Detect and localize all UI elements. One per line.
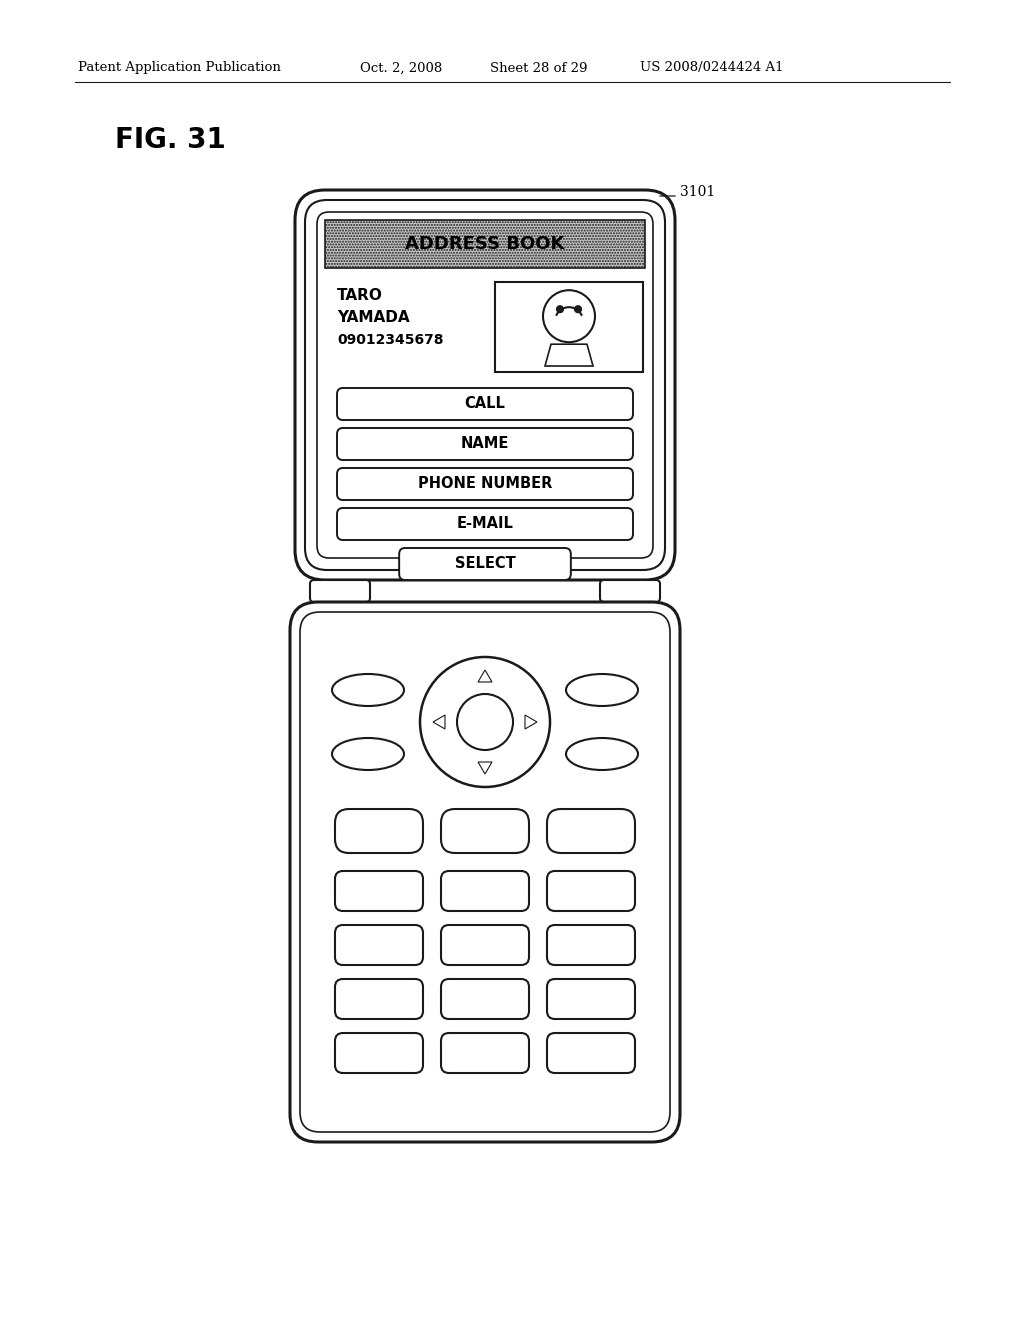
FancyBboxPatch shape — [325, 220, 645, 268]
Text: Sheet 28 of 29: Sheet 28 of 29 — [490, 62, 588, 74]
Text: US 2008/0244424 A1: US 2008/0244424 A1 — [640, 62, 783, 74]
Polygon shape — [545, 345, 593, 366]
Ellipse shape — [566, 675, 638, 706]
Text: TARO: TARO — [337, 289, 383, 304]
FancyBboxPatch shape — [441, 871, 529, 911]
FancyBboxPatch shape — [305, 201, 665, 570]
FancyBboxPatch shape — [547, 925, 635, 965]
FancyBboxPatch shape — [547, 979, 635, 1019]
Ellipse shape — [332, 738, 404, 770]
Text: CALL: CALL — [465, 396, 506, 412]
Polygon shape — [478, 762, 492, 774]
Circle shape — [574, 306, 582, 313]
FancyBboxPatch shape — [399, 548, 570, 579]
Text: YAMADA: YAMADA — [337, 310, 410, 326]
Ellipse shape — [566, 738, 638, 770]
Text: FIG. 31: FIG. 31 — [115, 125, 225, 154]
FancyBboxPatch shape — [300, 612, 670, 1133]
FancyBboxPatch shape — [317, 213, 653, 558]
FancyBboxPatch shape — [295, 190, 675, 579]
Text: NAME: NAME — [461, 437, 509, 451]
FancyBboxPatch shape — [337, 388, 633, 420]
FancyBboxPatch shape — [441, 809, 529, 853]
FancyBboxPatch shape — [337, 428, 633, 459]
FancyBboxPatch shape — [441, 1034, 529, 1073]
FancyBboxPatch shape — [547, 809, 635, 853]
Text: ADDRESS BOOK: ADDRESS BOOK — [406, 235, 564, 253]
Text: 09012345678: 09012345678 — [337, 333, 443, 347]
FancyBboxPatch shape — [441, 925, 529, 965]
FancyBboxPatch shape — [547, 1034, 635, 1073]
FancyBboxPatch shape — [335, 979, 423, 1019]
FancyBboxPatch shape — [441, 979, 529, 1019]
Circle shape — [457, 694, 513, 750]
FancyBboxPatch shape — [335, 1034, 423, 1073]
FancyBboxPatch shape — [335, 809, 423, 853]
FancyBboxPatch shape — [337, 508, 633, 540]
FancyBboxPatch shape — [337, 469, 633, 500]
FancyBboxPatch shape — [335, 925, 423, 965]
Circle shape — [543, 290, 595, 342]
Circle shape — [556, 306, 563, 313]
Text: PHONE NUMBER: PHONE NUMBER — [418, 477, 552, 491]
FancyBboxPatch shape — [547, 871, 635, 911]
Text: 3101: 3101 — [680, 185, 715, 199]
FancyBboxPatch shape — [290, 602, 680, 1142]
Bar — [495, 282, 643, 372]
Text: Patent Application Publication: Patent Application Publication — [78, 62, 281, 74]
Text: Oct. 2, 2008: Oct. 2, 2008 — [360, 62, 442, 74]
Text: E-MAIL: E-MAIL — [457, 516, 513, 532]
Text: SELECT: SELECT — [455, 557, 515, 572]
FancyBboxPatch shape — [335, 871, 423, 911]
Ellipse shape — [332, 675, 404, 706]
FancyBboxPatch shape — [600, 579, 660, 602]
FancyBboxPatch shape — [310, 579, 370, 602]
Circle shape — [420, 657, 550, 787]
Polygon shape — [433, 715, 445, 729]
Polygon shape — [525, 715, 537, 729]
Polygon shape — [478, 671, 492, 682]
